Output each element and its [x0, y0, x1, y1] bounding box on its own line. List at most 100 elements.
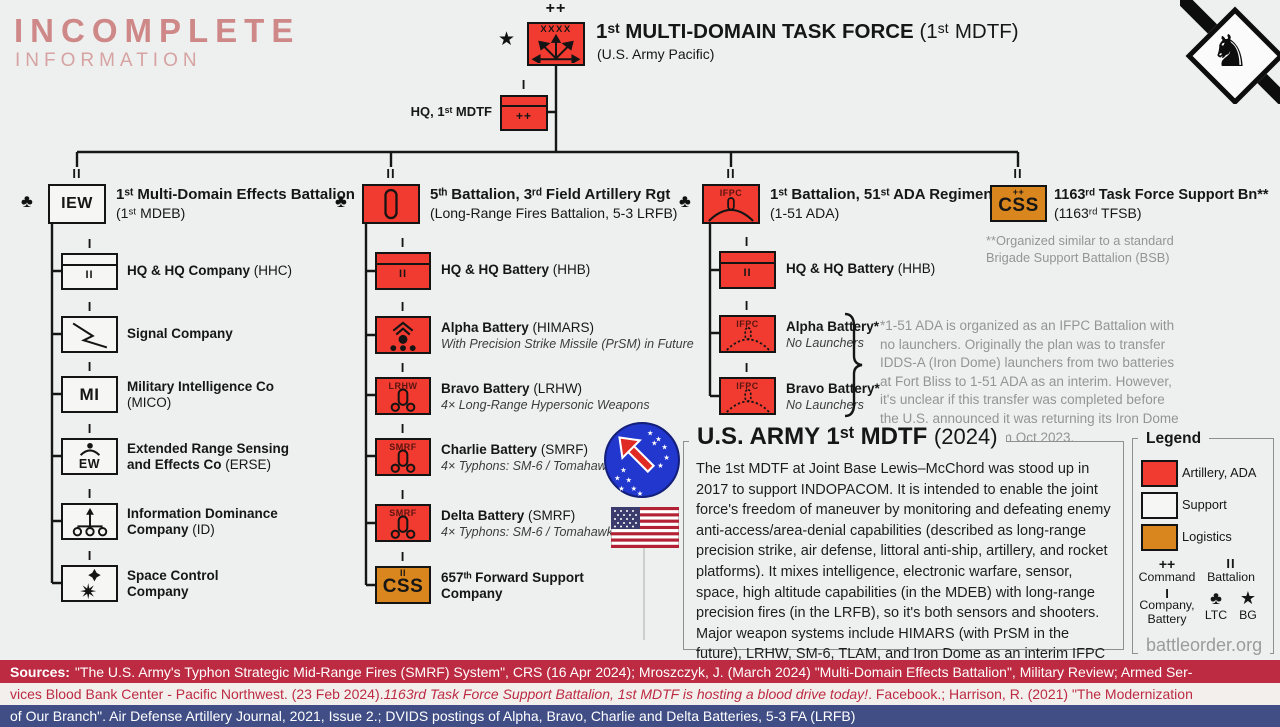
company-mark: I — [400, 421, 406, 436]
hypersonic-missile-icon — [390, 388, 416, 412]
watermark-information: INFORMATION — [15, 50, 202, 71]
legend-command-sym: ++ — [1158, 556, 1176, 572]
unit-box-1st-mdtf: XXXX — [527, 22, 585, 66]
company-mark: I — [400, 487, 406, 502]
ada-battalion-mark: II — [726, 166, 736, 181]
657-fsc-label: 657ᵗʰ Forward Support Company — [441, 570, 584, 601]
unit-box-alpha-himars — [375, 316, 431, 354]
unit-box-mdeb: IEW — [48, 184, 106, 224]
bravo-ada-label: Bravo Battery* No Launchers — [786, 381, 880, 412]
himars-mlrs-icon — [390, 321, 416, 351]
delta-smrf-label: Delta Battery (SMRF) 4× Typhons: SM-6 / … — [441, 508, 613, 539]
legend-title: Legend — [1138, 430, 1210, 448]
watermark-incomplete: INCOMPLETE — [14, 12, 301, 49]
lrhw-box-label: LRHW — [388, 381, 418, 391]
sources-label: Sources: — [10, 663, 70, 680]
signal-flash-icon — [72, 322, 107, 348]
bg-star-icon: ★ — [1239, 588, 1257, 608]
mi-box-label: MI — [79, 384, 100, 404]
ew-box-label: EW — [78, 457, 101, 471]
ifpc-box-label: IFPC — [736, 381, 759, 391]
about-body: The 1st MDTF at Joint Base Lewis–McChord… — [696, 461, 1111, 683]
css-box-label: CSS — [998, 195, 1039, 216]
unit-box-657-fsc: II CSS — [375, 566, 431, 604]
unit-box-ada: IFPC — [702, 184, 760, 224]
hq-label: HQ, 1ˢᵗ MDTF — [410, 104, 492, 119]
company-mark: I — [744, 234, 750, 249]
erse-label: Extended Range Sensing and Effects Co (E… — [127, 441, 290, 472]
hq-company-mark: I — [521, 77, 527, 92]
signal-label: Signal Company — [127, 326, 233, 341]
mdeb-box-label: IEW — [61, 195, 93, 212]
svg-text:★: ★ — [651, 439, 657, 448]
unit-box-lrfb — [362, 184, 420, 224]
legend-company-label: Company, Battery — [1139, 598, 1195, 626]
company-mark: I — [744, 298, 750, 313]
about-title: U.S. ARMY 1ˢᵗ MDTF (2024) — [689, 423, 1006, 451]
space-label: Space Control Company — [127, 568, 219, 599]
svg-text:★: ★ — [637, 489, 643, 498]
air-defense-dome-dashed-icon — [725, 389, 770, 413]
unit-box-space — [61, 565, 118, 602]
knight-icon: ♞ — [1210, 27, 1250, 76]
ltc-club-icon: ♣ — [679, 191, 691, 211]
unit-box-charlie-smrf: SMRF — [375, 438, 431, 476]
svg-text:★: ★ — [657, 461, 663, 470]
svg-text:★: ★ — [620, 465, 626, 474]
unit-box-hq-mdtf: ++ — [500, 95, 548, 131]
battleorder-logo: ♞ — [1180, 0, 1280, 104]
unit-box-hhb-lrfb: II — [375, 252, 431, 290]
page-title: 1ˢᵗ MULTI-DOMAIN TASK FORCE (1ˢᵗ MDTF) — [596, 20, 1019, 44]
tfsb-command-mark: ++ — [1012, 187, 1025, 197]
sources-line-2: vices Blood Bank Center - Pacific Northw… — [0, 683, 1280, 705]
fsc-inner-mark: II — [399, 568, 406, 578]
information-dominance-icon — [72, 507, 107, 537]
company-mark: I — [87, 548, 93, 563]
root-title-abbr: (1ˢᵗ MDTF) — [919, 20, 1019, 43]
unit-box-bravo-ada: IFPC — [719, 377, 776, 415]
ltc-club-icon: ♣ — [335, 191, 347, 211]
ltc-club-icon: ♣ — [1210, 588, 1222, 608]
unit-box-mico: MI — [61, 376, 118, 413]
company-mark: I — [87, 359, 93, 374]
hhc-battalion-mark: II — [85, 269, 94, 281]
legend-swatch-support — [1141, 492, 1178, 519]
svg-text:★: ★ — [631, 484, 637, 493]
tfsb-battalion-mark: II — [1013, 166, 1023, 181]
mdeb-abbr: (1ˢᵗ MDEB) — [116, 205, 186, 221]
typhon-missile-icon — [390, 515, 416, 539]
air-defense-dome-icon — [708, 196, 754, 222]
mdeb-name: 1ˢᵗ Multi-Domain Effects Battalion — [116, 186, 355, 203]
legend-battalion-sym: II — [1226, 556, 1236, 571]
lrfb-label: 5ᵗʰ Battalion, 3ʳᵈ Field Artillery Rgt (… — [430, 186, 720, 222]
sources-line-3: of Our Branch". Air Defense Artillery Jo… — [0, 705, 1280, 727]
unit-box-id — [61, 503, 118, 540]
company-mark: I — [400, 235, 406, 250]
mico-label: Military Intelligence Co (MICO) — [127, 379, 275, 410]
bg-star-icon: ★ — [498, 29, 516, 50]
legend-label-logistics: Logistics — [1182, 529, 1232, 544]
smrf-box-label: SMRF — [389, 442, 417, 452]
unit-box-alpha-ada: IFPC — [719, 315, 776, 353]
company-mark: I — [400, 360, 406, 375]
svg-text:★: ★ — [625, 476, 631, 485]
svg-text:★: ★ — [647, 428, 653, 437]
hhb-battalion-mark: II — [398, 268, 408, 280]
tfsb-abbr: (1163ʳᵈ TFSB) — [1054, 205, 1142, 221]
company-mark: I — [400, 549, 406, 564]
tfsb-name: 1163ʳᵈ Task Force Support Bn** — [1054, 187, 1269, 203]
lrfb-name: 5ᵗʰ Battalion, 3ʳᵈ Field Artillery Rgt — [430, 186, 671, 203]
legend-bg-label: BG — [1239, 608, 1257, 622]
unit-box-delta-smrf: SMRF — [375, 504, 431, 542]
ew-person-icon — [79, 442, 100, 456]
hq-command-mark: ++ — [515, 109, 532, 123]
battleorder-site: battleorder.org — [1138, 635, 1271, 656]
ada-abbr: (1-51 ADA) — [770, 205, 840, 221]
hhb-battalion-mark: II — [743, 267, 752, 279]
legend-label-support: Support — [1182, 497, 1227, 512]
svg-text:★: ★ — [655, 435, 661, 444]
svg-text:★: ★ — [663, 453, 669, 462]
svg-text:★: ★ — [618, 484, 624, 493]
